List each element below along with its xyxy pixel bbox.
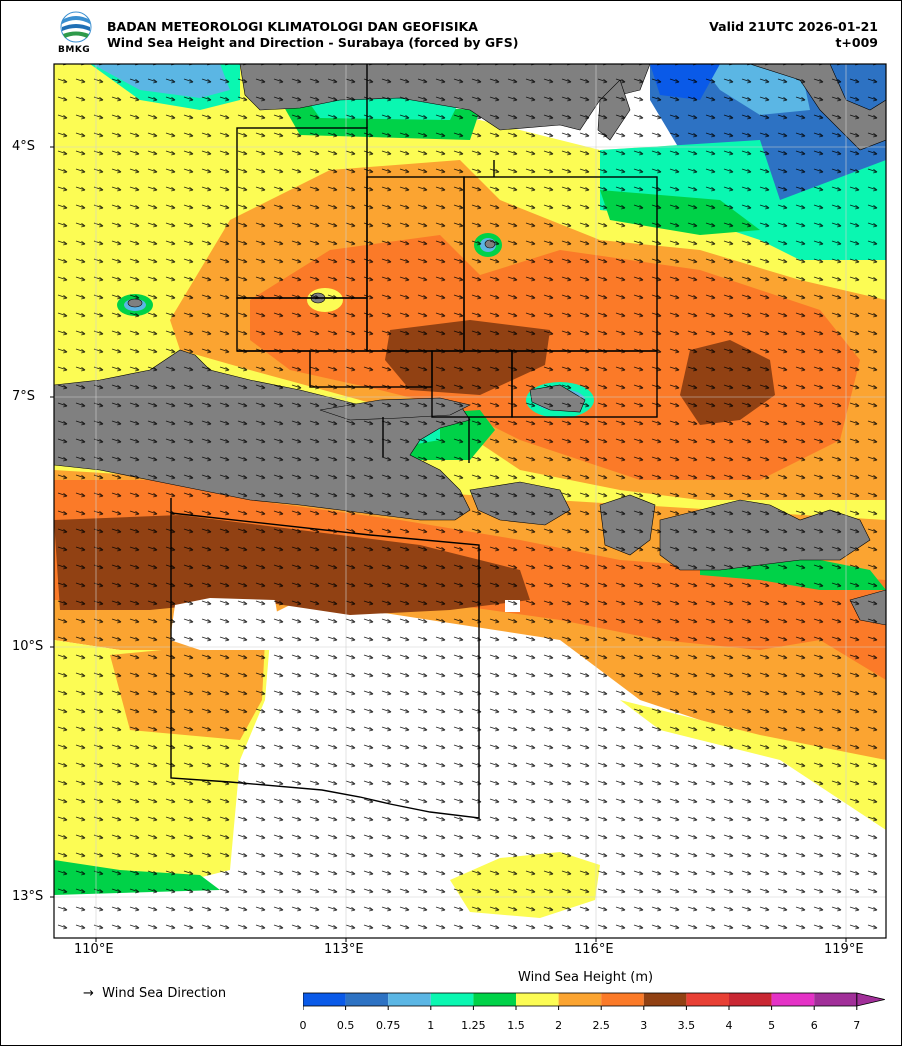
product-title: Wind Sea Height and Direction - Surabaya… xyxy=(107,35,519,50)
colorbar-tick-label: 1 xyxy=(427,1019,435,1032)
colorbar-tick-label: 5 xyxy=(768,1019,776,1032)
agency-title: BADAN METEOROLOGI KLIMATOLOGI DAN GEOFIS… xyxy=(107,19,478,34)
header-right: Valid 21UTC 2026-01-21 t+009 xyxy=(709,19,878,51)
colorbar-tick-label: 3.5 xyxy=(677,1019,696,1032)
colorbar-tick-label: 3 xyxy=(640,1019,648,1032)
colorbar-tick-label: 1.5 xyxy=(507,1019,525,1032)
colorbar xyxy=(303,992,885,1010)
colorbar-tick-label: 0.5 xyxy=(336,1019,355,1032)
direction-legend-label: Wind Sea Direction xyxy=(102,986,227,1001)
colorbar-segment xyxy=(388,993,431,1006)
lon-label-113e: 113°E xyxy=(324,942,364,957)
lat-label-10s: 10°S xyxy=(12,639,44,654)
arrow-icon: → xyxy=(83,986,94,1001)
colorbar-segment xyxy=(345,993,389,1006)
lat-label-13s: 13°S xyxy=(12,889,44,904)
colorbar-segment xyxy=(558,993,602,1006)
colorbar-tick-label: 2.5 xyxy=(592,1019,610,1032)
logo-text: BMKG xyxy=(58,45,91,55)
lon-label-116e: 116°E xyxy=(574,942,614,957)
colorbar-segment xyxy=(473,993,516,1006)
colorbar-tick-label: 7 xyxy=(853,1019,861,1032)
lead-time: t+009 xyxy=(835,35,878,50)
colorbar-segment xyxy=(516,993,559,1006)
colorbar-segment xyxy=(814,993,857,1006)
direction-legend: → Wind Sea Direction xyxy=(83,986,226,1001)
colorbar-segment xyxy=(430,993,474,1006)
lat-label-7s: 7°S xyxy=(12,389,36,404)
colorbar-segment xyxy=(771,993,815,1006)
colorbar-tick-label: 4 xyxy=(725,1019,733,1032)
colorbar-tick-label: 6 xyxy=(810,1019,818,1032)
bmkg-logo-icon xyxy=(60,11,92,43)
lon-label-110e: 110°E xyxy=(74,942,114,957)
colorbar-title: Wind Sea Height (m) xyxy=(518,970,654,985)
lon-label-119e: 119°E xyxy=(824,942,864,957)
colorbar-tick-label: 1.25 xyxy=(461,1019,486,1032)
colorbar-segment xyxy=(686,993,729,1006)
colorbar-extend-arrow xyxy=(856,992,885,1007)
header-left: BADAN METEOROLOGI KLIMATOLOGI DAN GEOFIS… xyxy=(107,19,518,51)
colorbar-segment xyxy=(601,993,644,1006)
colorbar-segment xyxy=(643,993,687,1006)
lat-label-4s: 4°S xyxy=(12,139,36,154)
colorbar-outline xyxy=(303,992,858,1007)
colorbar-segment xyxy=(729,993,772,1006)
colorbar-tick-label: 0 xyxy=(299,1019,307,1032)
colorbar-tick-label: 2 xyxy=(555,1019,563,1032)
colorbar-tick-label: 0.75 xyxy=(375,1019,401,1032)
valid-time: Valid 21UTC 2026-01-21 xyxy=(709,19,878,34)
colorbar-segment xyxy=(303,993,346,1006)
